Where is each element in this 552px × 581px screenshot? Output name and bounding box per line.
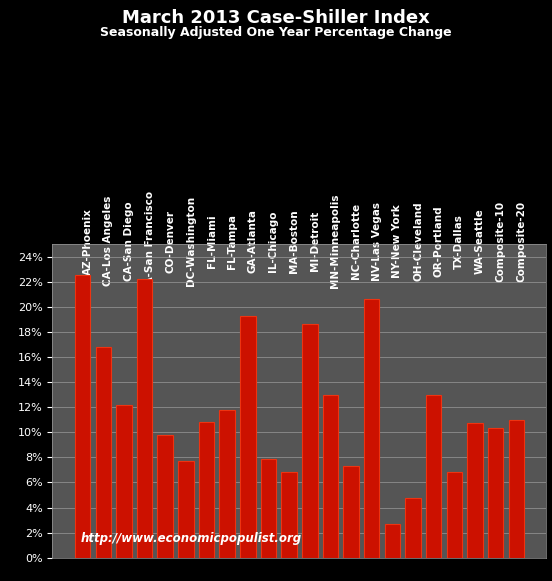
Bar — [323, 394, 338, 558]
Bar — [116, 404, 132, 558]
Text: March 2013 Case-Shiller Index: March 2013 Case-Shiller Index — [122, 9, 430, 27]
Bar — [137, 279, 152, 558]
Bar — [240, 315, 256, 558]
Text: Seasonally Adjusted One Year Percentage Change: Seasonally Adjusted One Year Percentage … — [100, 26, 452, 39]
Bar — [75, 275, 91, 558]
Bar — [364, 299, 379, 558]
Bar — [467, 424, 483, 558]
Bar — [199, 422, 214, 558]
Bar — [385, 524, 400, 558]
Bar — [157, 435, 173, 558]
Bar — [343, 466, 359, 558]
Bar — [488, 429, 503, 558]
Bar — [405, 497, 421, 558]
Bar — [302, 324, 317, 558]
Bar — [508, 419, 524, 558]
Bar — [95, 347, 111, 558]
Bar — [220, 410, 235, 558]
Text: http://www.economicpopulist.org: http://www.economicpopulist.org — [80, 532, 301, 545]
Bar — [447, 472, 462, 558]
Bar — [426, 394, 442, 558]
Bar — [261, 458, 276, 558]
Bar — [282, 472, 297, 558]
Bar — [178, 461, 194, 558]
